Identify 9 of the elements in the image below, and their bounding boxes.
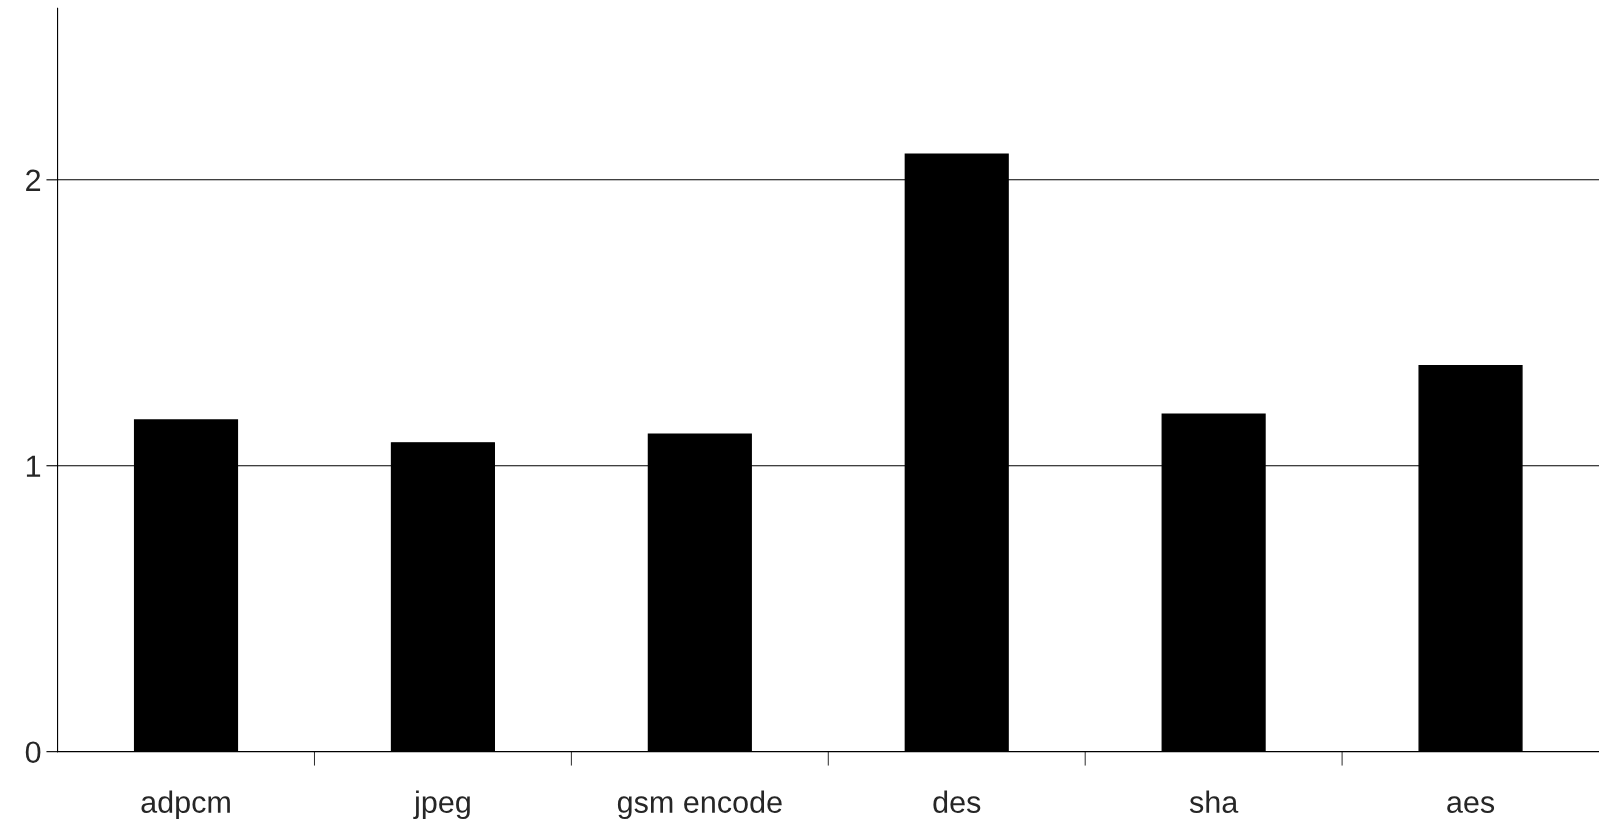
- x-tick-label: gsm encode: [617, 790, 782, 820]
- x-tick-label: jpeg: [413, 790, 470, 820]
- y-tick-label: 2: [26, 169, 41, 191]
- x-tick-label: adpcm: [141, 790, 230, 820]
- y-tick-label: 0: [25, 741, 41, 764]
- x-tick-label: sha: [1189, 790, 1239, 813]
- y-tick-label: 1: [26, 455, 41, 477]
- x-tick-label: aes: [1447, 796, 1495, 813]
- x-tick-label: des: [933, 790, 981, 813]
